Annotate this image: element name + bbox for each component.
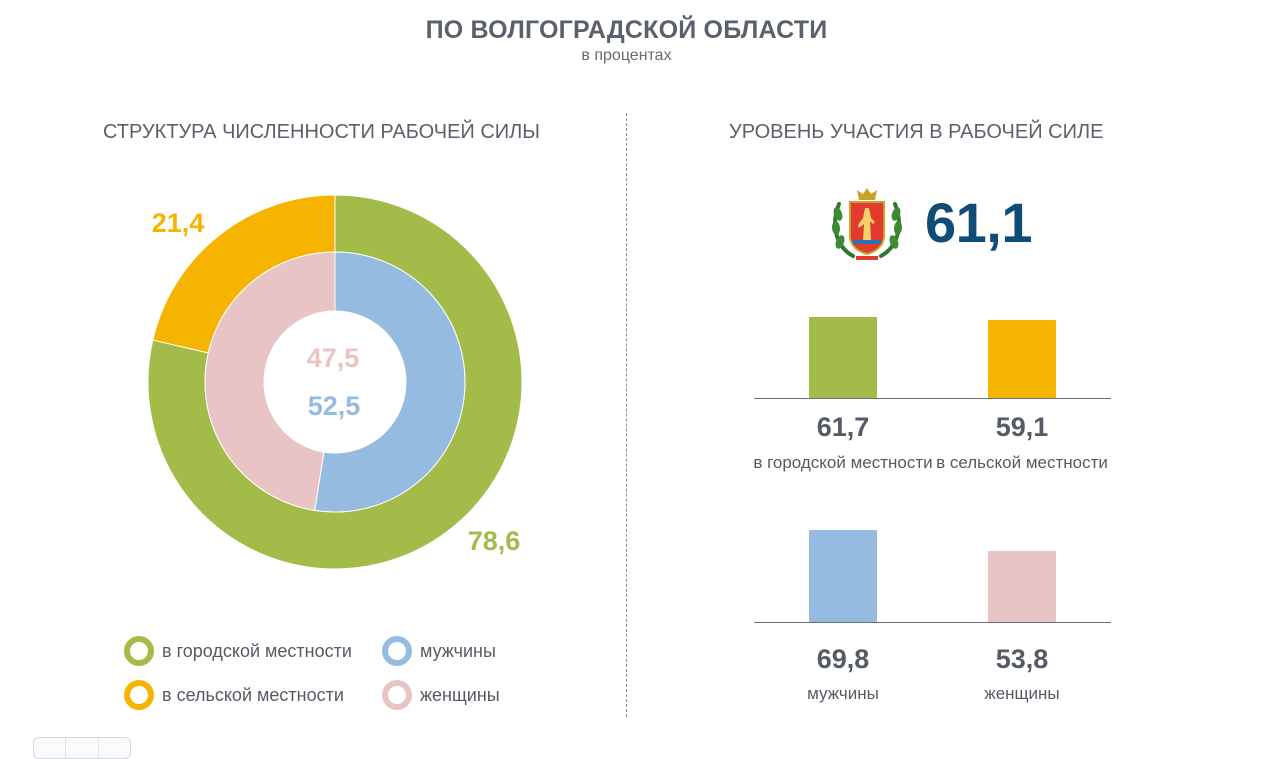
bar-men <box>809 530 877 622</box>
urban-legend-marker <box>124 636 154 666</box>
urban-participation-value: 61,7 <box>816 412 870 442</box>
bar-women <box>988 551 1056 622</box>
section-divider <box>626 113 627 717</box>
women-participation-value: 53,8 <box>995 644 1049 674</box>
volgograd-region-emblem-icon <box>831 188 903 260</box>
legend-item-rural: в сельской местности <box>124 680 344 710</box>
rural-legend-marker <box>124 680 154 710</box>
control-segment[interactable] <box>99 738 130 758</box>
page-controls-toolbar[interactable] <box>33 737 131 759</box>
legend-label: женщины <box>420 684 500 705</box>
legend-label: в городской местности <box>162 640 352 661</box>
participation-chart-title: УРОВЕНЬ УЧАСТИЯ В РАБОЧЕЙ СИЛЕ <box>729 121 1104 143</box>
urban-participation-label: в городской местности <box>753 453 933 472</box>
women-legend-marker <box>382 680 412 710</box>
men-share-label: 52,5 <box>308 391 361 421</box>
control-segment[interactable] <box>34 738 67 758</box>
women-share-label: 47,5 <box>307 343 360 373</box>
women-slice <box>204 251 336 511</box>
rural-share-label: 21,4 <box>152 208 205 238</box>
legend-item-women: женщины <box>382 680 500 710</box>
control-segment[interactable] <box>66 738 99 758</box>
labor-force-donut-chart: 78,6 21,4 47,5 52,5 <box>147 194 523 570</box>
men-participation-value: 69,8 <box>816 644 870 674</box>
donut-center <box>264 311 406 453</box>
legend-item-men: мужчины <box>382 636 496 666</box>
participation-total-value: 61,1 <box>925 191 1033 254</box>
bar-rural <box>988 320 1056 398</box>
legend-item-urban: в городской местности <box>124 636 352 666</box>
urban-share-label: 78,6 <box>468 526 521 556</box>
women-participation-label: женщины <box>984 684 1060 703</box>
men-participation-label: мужчины <box>807 684 879 703</box>
men-legend-marker <box>382 636 412 666</box>
rural-participation-value: 59,1 <box>995 412 1049 442</box>
legend-label: мужчины <box>420 640 496 661</box>
bar-baseline <box>754 622 1111 623</box>
bar-urban <box>809 317 877 398</box>
rural-participation-label: в сельской местности <box>936 453 1108 472</box>
page-title: ПО ВОЛГОГРАДСКОЙ ОБЛАСТИ <box>425 16 828 44</box>
legend-label: в сельской местности <box>162 684 344 705</box>
structure-chart-title: СТРУКТУРА ЧИСЛЕННОСТИ РАБОЧЕЙ СИЛЫ <box>103 121 541 143</box>
page-subtitle: в процентах <box>581 47 672 64</box>
bar-baseline <box>754 398 1111 399</box>
